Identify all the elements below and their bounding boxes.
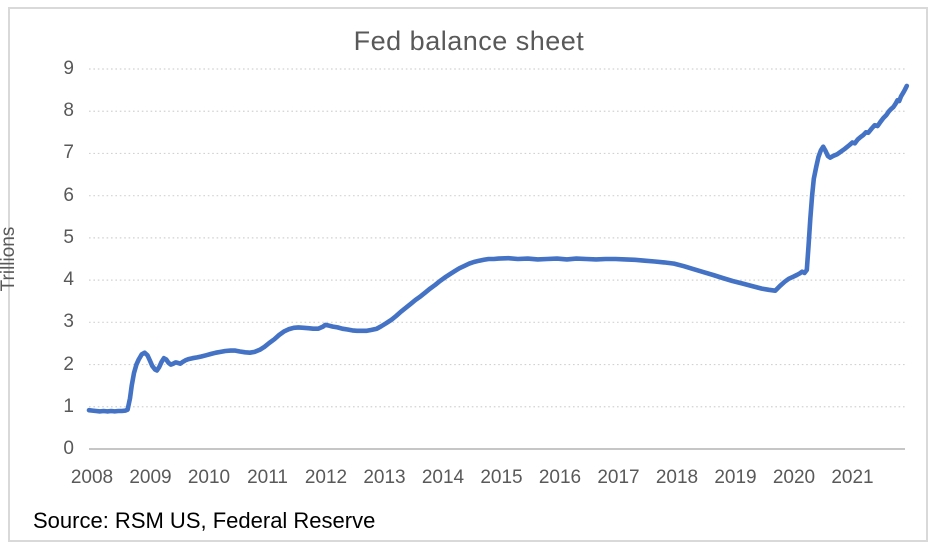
- x-tick-label-2011: 2011: [247, 467, 288, 488]
- x-tick-label-2015: 2015: [480, 467, 523, 488]
- y-tick-label-3: 3: [63, 311, 74, 333]
- x-tick-label-2018: 2018: [655, 467, 699, 488]
- y-tick-label-0: 0: [63, 438, 74, 459]
- source-note: Source: RSM US, Federal Reserve: [33, 508, 376, 533]
- y-tick-label-9: 9: [63, 58, 74, 79]
- x-tick-label-2013: 2013: [363, 467, 406, 488]
- y-tick-label-7: 7: [63, 142, 74, 164]
- x-tick-label-2014: 2014: [421, 467, 465, 488]
- y-tick-label-5: 5: [63, 226, 74, 248]
- y-tick-label-2: 2: [63, 353, 74, 375]
- y-tick-label-4: 4: [63, 269, 74, 291]
- x-tick-label-2016: 2016: [538, 467, 582, 488]
- x-tick-label-2017: 2017: [597, 467, 640, 488]
- x-tick-label-2009: 2009: [129, 467, 172, 488]
- x-tick-label-2020: 2020: [772, 467, 816, 488]
- balance-sheet-line: [86, 83, 910, 414]
- y-tick-label-1: 1: [63, 395, 74, 417]
- x-tick-label-2012: 2012: [304, 467, 348, 488]
- x-tick-label-2008: 2008: [70, 467, 114, 488]
- x-tick-label-2010: 2010: [187, 467, 231, 488]
- x-tick-label-2021: 2021: [831, 467, 874, 488]
- chart-title: Fed balance sheet: [353, 26, 585, 56]
- x-tick-label-2019: 2019: [714, 467, 757, 488]
- y-tick-label-8: 8: [63, 100, 74, 122]
- chart-border: [8, 7, 928, 542]
- y-tick-label-6: 6: [63, 184, 74, 206]
